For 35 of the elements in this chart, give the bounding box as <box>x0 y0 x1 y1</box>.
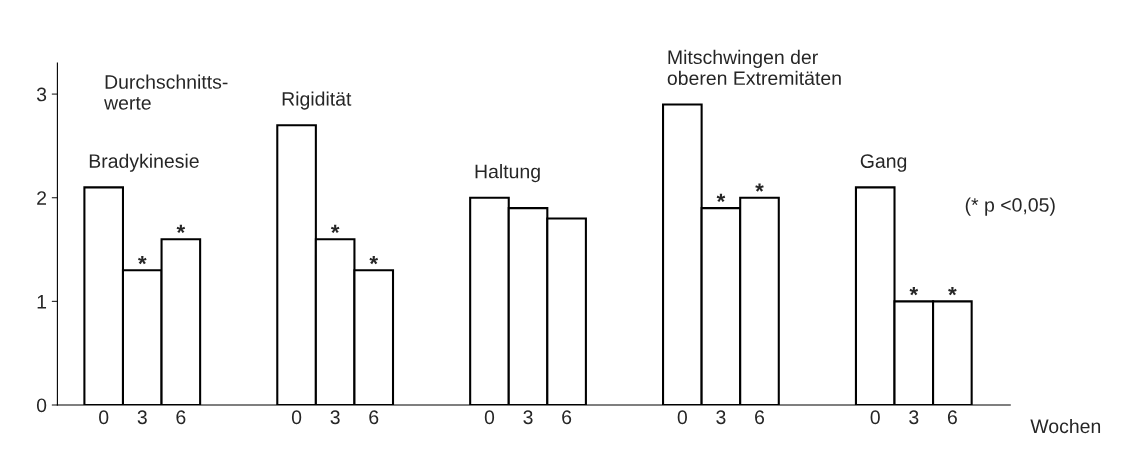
x-tick-label: 6 <box>176 410 186 425</box>
y-tick-label: 3 <box>36 87 47 102</box>
data-label: * <box>138 255 147 265</box>
x-tick-label: 6 <box>947 410 957 425</box>
x-tick-label: 3 <box>909 410 919 425</box>
x-tick-label: 0 <box>99 410 109 425</box>
x-tick-label: 6 <box>755 410 765 425</box>
data-label: * <box>909 287 919 296</box>
x-tick-label: 3 <box>330 410 340 425</box>
data-label: * <box>369 255 379 265</box>
y-tick-label: 2 <box>37 191 47 205</box>
data-label: * <box>716 193 726 203</box>
y-axis-title: Durchschnitts- werte <box>104 74 228 110</box>
annotation: Mitschwingen der oberen Extremitäten <box>667 49 841 86</box>
x-tick-label: 0 <box>291 410 302 425</box>
annotation: Gang <box>860 154 907 172</box>
x-axis-title: Wochen <box>1030 418 1101 434</box>
data-label: * <box>755 183 764 192</box>
x-tick-label: 0 <box>677 410 687 425</box>
annotation: (* p <0,05) <box>965 197 1055 216</box>
y-tick-label: 0 <box>36 398 47 413</box>
data-label: * <box>948 287 957 296</box>
x-tick-label: 3 <box>716 410 726 425</box>
x-tick-label: 3 <box>523 410 533 425</box>
x-tick-label: 0 <box>870 410 880 425</box>
x-tick-label: 6 <box>562 410 572 425</box>
annotation: Rigidität <box>282 91 352 110</box>
data-label: * <box>176 224 186 234</box>
x-tick-label: 3 <box>137 410 147 425</box>
x-tick-label: 0 <box>484 410 495 425</box>
annotation: Haltung <box>475 164 540 183</box>
x-tick-label: 6 <box>369 410 379 425</box>
annotation: Bradykinesie <box>89 153 199 172</box>
y-tick-label: 1 <box>37 295 47 309</box>
data-label: * <box>330 224 340 234</box>
